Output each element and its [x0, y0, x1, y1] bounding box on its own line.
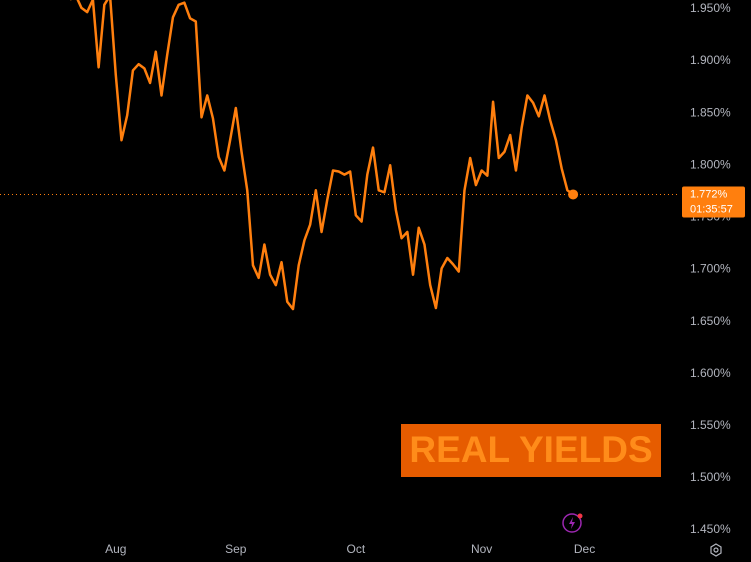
y-tick-label: 1.850%	[690, 105, 731, 119]
settings-icon[interactable]	[710, 543, 722, 557]
y-tick-label: 1.600%	[690, 366, 731, 380]
y-tick-label: 1.950%	[690, 1, 731, 15]
x-tick-label: Sep	[225, 542, 247, 556]
y-tick-label: 1.500%	[690, 470, 731, 484]
y-tick-label: 1.550%	[690, 418, 731, 432]
chart-title: REAL YIELDS	[409, 429, 652, 470]
title-box	[401, 424, 661, 477]
x-tick-label: Nov	[471, 542, 492, 556]
x-tick-label: Aug	[105, 542, 126, 556]
last-price-badge	[682, 186, 745, 218]
y-tick-label: 1.700%	[690, 262, 731, 276]
y-tick-label: 1.450%	[690, 522, 731, 536]
y-tick-label: 1.900%	[690, 53, 731, 67]
y-tick-label: 1.800%	[690, 157, 731, 171]
line	[70, 0, 574, 311]
plot-area	[70, 0, 574, 311]
last-price-label: 1.772%	[690, 188, 728, 200]
y-tick-label: 1.650%	[690, 314, 731, 328]
last-point	[568, 189, 579, 200]
countdown: 01:35:57	[690, 203, 733, 215]
lightning-icon[interactable]	[562, 513, 583, 533]
x-tick-label: Oct	[347, 542, 366, 556]
x-tick-label: Dec	[574, 542, 595, 556]
